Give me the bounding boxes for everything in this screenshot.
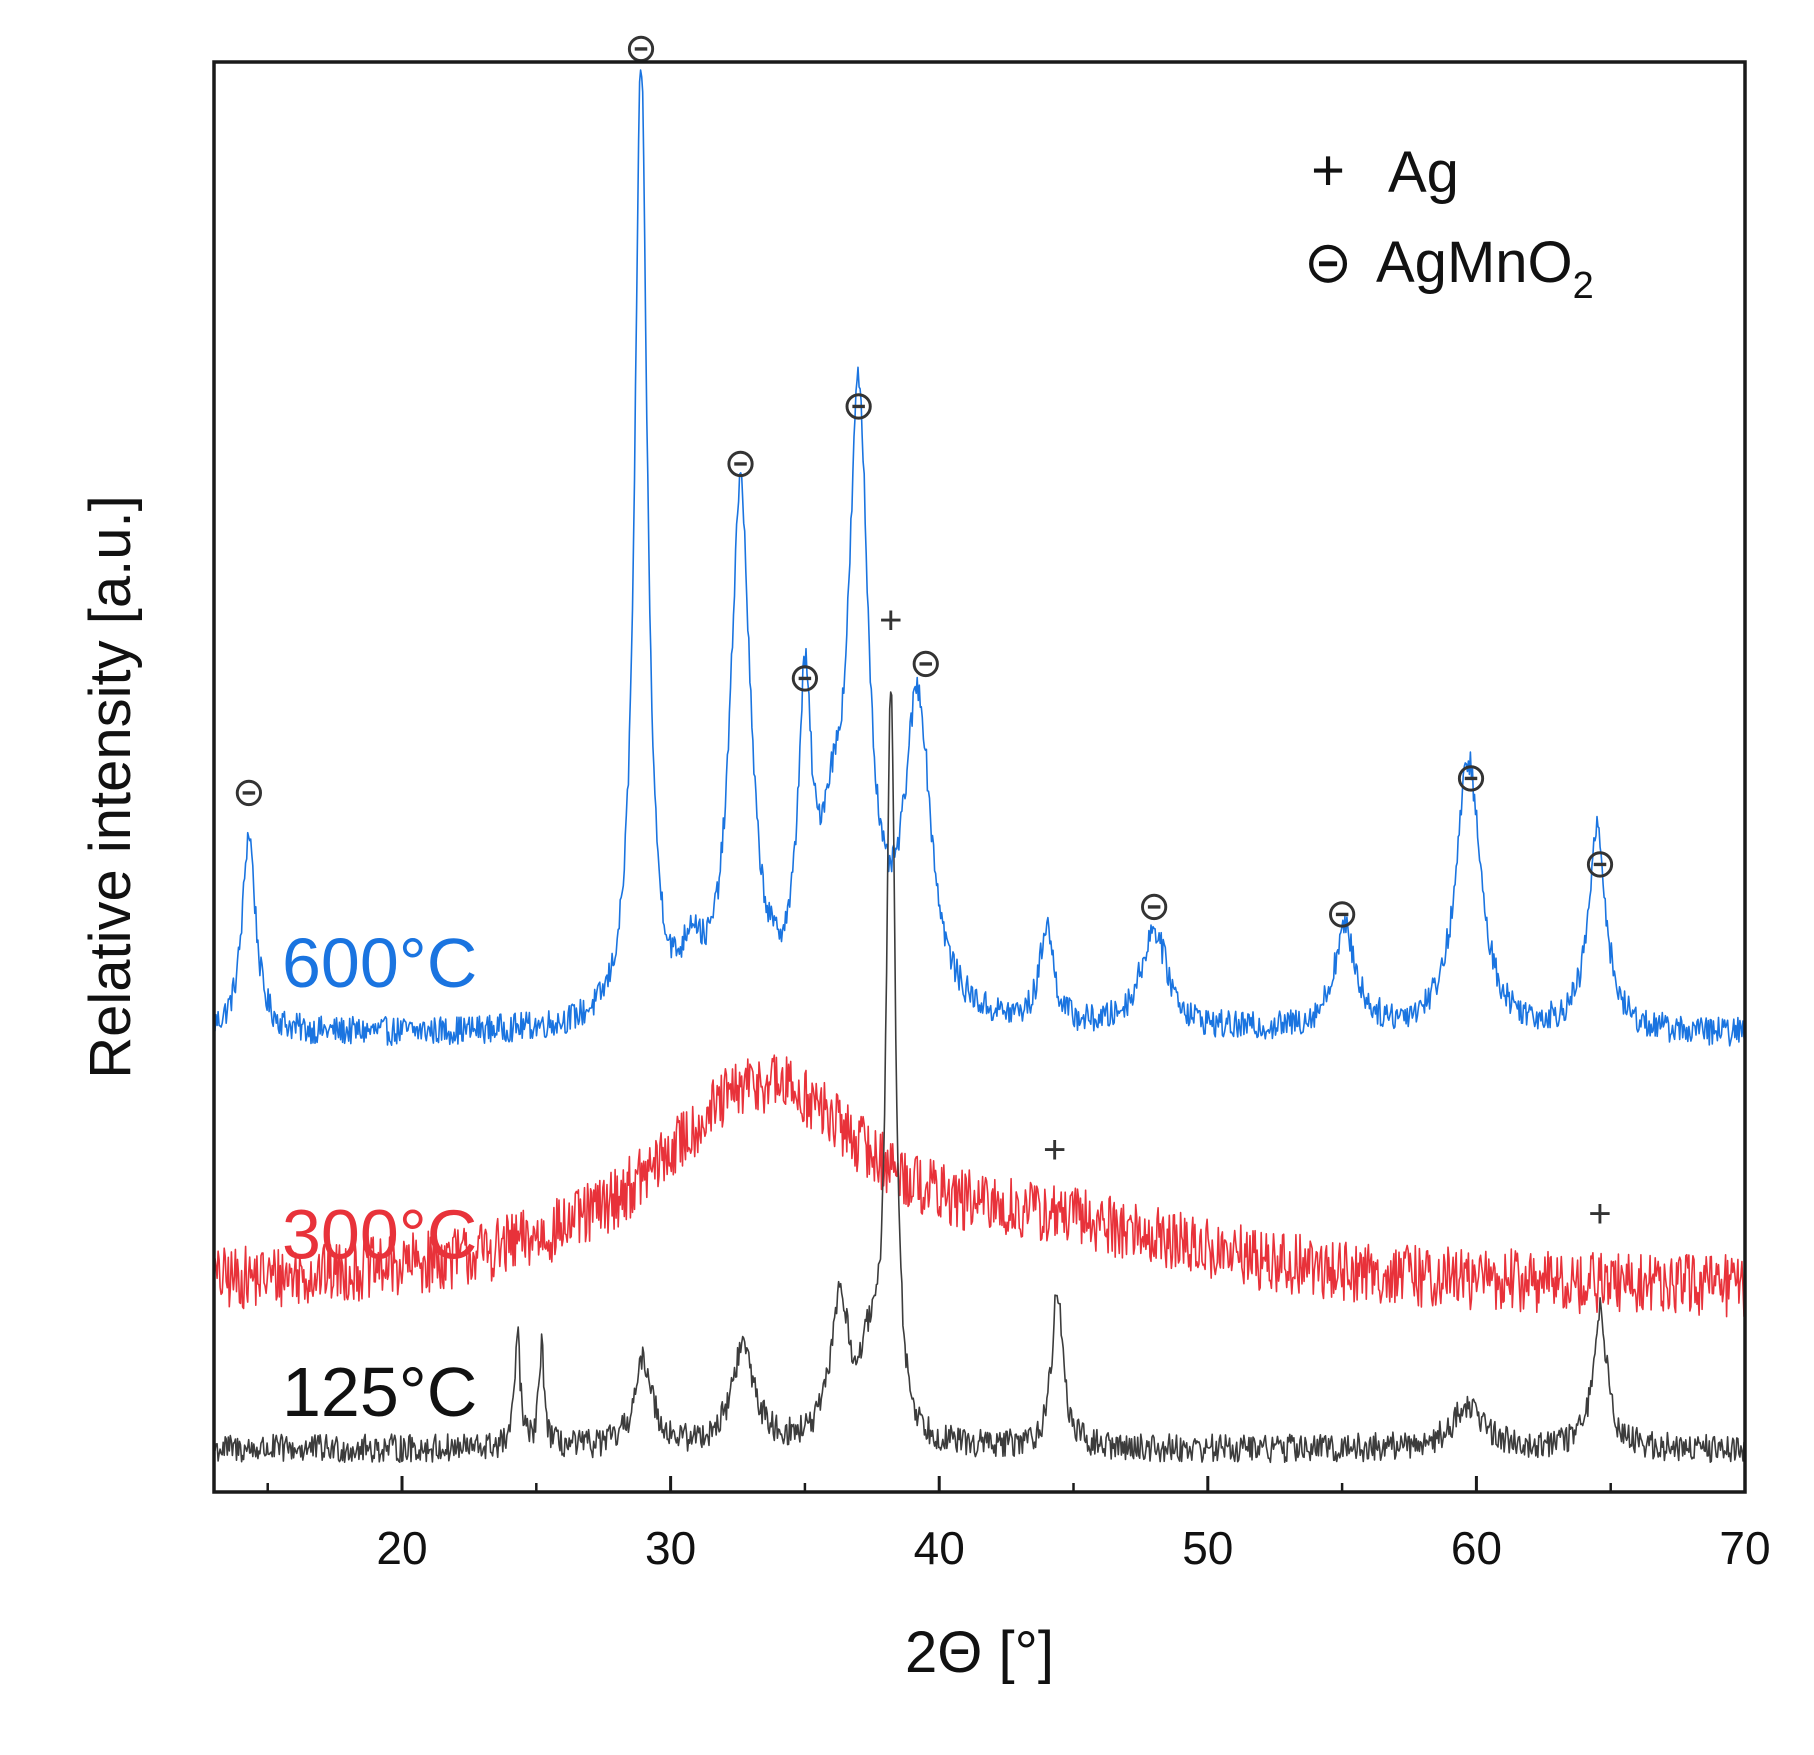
x-tick-label: 60: [1451, 1522, 1502, 1574]
legend-agmno2-label: AgMnO2: [1376, 230, 1594, 307]
legend: + Ag ⊝ AgMnO2: [1304, 138, 1594, 307]
series-group: [213, 69, 1746, 1464]
agmno2-peak-marker: ⊝: [624, 27, 658, 71]
peak-markers: ⊝⊝⊝⊝⊝⊝⊝ ⊝⊝⊝+++: [232, 27, 1617, 1236]
plot-frame: [212, 60, 1747, 1494]
agmno2-peak-marker: ⊝: [1137, 885, 1171, 929]
x-axis-title: 2Θ [°]: [905, 1620, 1054, 1685]
agmno2-peak-marker: ⊝: [788, 656, 822, 700]
series-line-300C: [213, 1054, 1746, 1318]
agmno2-peak-marker: ⊝: [232, 770, 266, 814]
agmno2-peak-marker: ⊝: [1583, 842, 1617, 886]
legend-agmno2-subscript: 2: [1573, 265, 1594, 307]
ag-peak-marker: +: [1043, 1128, 1066, 1172]
y-axis-title: Relative intensity [a.u.]: [78, 495, 143, 1079]
ag-peak-marker: +: [879, 599, 902, 643]
agmno2-peak-marker: ⊝: [1325, 892, 1359, 936]
x-tick-label: 70: [1719, 1522, 1770, 1574]
legend-agmno2-label-main: AgMnO: [1376, 230, 1573, 295]
legend-ag-label: Ag: [1388, 140, 1459, 205]
series-label-300C: 300°C: [282, 1196, 477, 1274]
ag-peak-marker: +: [1588, 1192, 1611, 1236]
x-axis-ticks: 20 30 40 50 60 70: [266, 1476, 1771, 1574]
agmno2-peak-marker: ⊝: [724, 441, 758, 485]
series-line-125C: [213, 691, 1746, 1464]
x-tick-label: 40: [914, 1522, 965, 1574]
series-label-125C: 125°C: [282, 1353, 477, 1431]
agmno2-peak-marker: ⊝: [1454, 756, 1488, 800]
agmno2-peak-marker: ⊝: [842, 384, 876, 428]
series-labels: 600°C 300°C 125°C: [282, 924, 477, 1431]
agmno2-peak-marker: ⊝: [909, 642, 943, 686]
series-line-600C: [213, 69, 1746, 1047]
legend-ag-symbol: +: [1311, 138, 1345, 203]
series-label-600C: 600°C: [282, 924, 477, 1002]
legend-agmno2-symbol: ⊝: [1304, 230, 1353, 295]
x-tick-label: 20: [376, 1522, 427, 1574]
x-tick-label: 30: [645, 1522, 696, 1574]
x-tick-label: 50: [1182, 1522, 1233, 1574]
